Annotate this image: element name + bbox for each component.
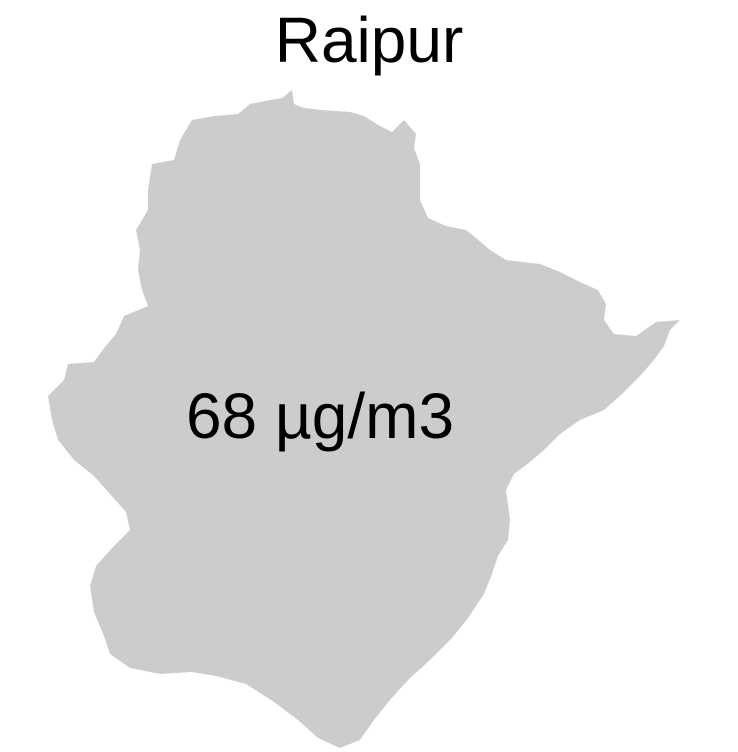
raipur-district-shape [48, 90, 680, 748]
map-title: Raipur [274, 4, 464, 76]
pm25-value-label: 68 µg/m3 [186, 380, 454, 452]
